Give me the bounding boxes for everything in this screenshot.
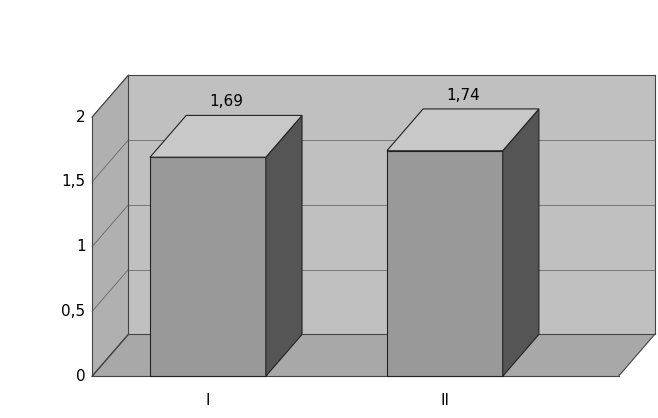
Polygon shape <box>128 75 655 334</box>
Text: I: I <box>206 393 210 408</box>
Polygon shape <box>92 75 128 376</box>
Text: 0: 0 <box>76 369 86 384</box>
Polygon shape <box>92 334 655 376</box>
Polygon shape <box>503 109 539 376</box>
Text: 2: 2 <box>76 110 86 125</box>
Text: 1,5: 1,5 <box>61 174 86 189</box>
Polygon shape <box>387 109 539 151</box>
Polygon shape <box>150 115 302 157</box>
Text: 1,69: 1,69 <box>209 94 243 109</box>
Text: II: II <box>440 393 449 408</box>
Polygon shape <box>387 151 503 376</box>
Polygon shape <box>150 157 266 376</box>
Text: 0,5: 0,5 <box>61 304 86 319</box>
Text: 1: 1 <box>76 239 86 254</box>
Polygon shape <box>266 115 302 376</box>
Text: 1,74: 1,74 <box>446 88 480 103</box>
